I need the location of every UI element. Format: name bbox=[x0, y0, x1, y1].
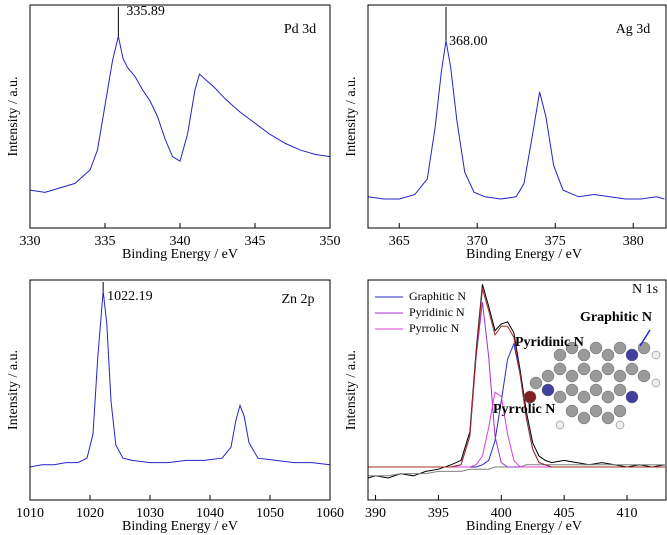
x-tick-label: 330 bbox=[20, 234, 41, 249]
series-line bbox=[368, 40, 665, 200]
x-tick-label: 395 bbox=[428, 506, 449, 521]
series-line bbox=[30, 290, 330, 468]
x-axis-label: Binding Energy / eV bbox=[466, 247, 582, 262]
x-tick-label: 390 bbox=[365, 506, 386, 521]
panel-title: N 1s bbox=[632, 282, 658, 297]
x-tick-label: 340 bbox=[170, 234, 191, 249]
legend-label: Pyridinic N bbox=[409, 305, 465, 319]
x-tick-label: 400 bbox=[491, 506, 512, 521]
x-tick-label: 350 bbox=[320, 234, 341, 249]
legend-label: Graphitic N bbox=[409, 289, 466, 303]
y-axis-label: Intensity / a.u. bbox=[344, 350, 359, 430]
y-axis-label: Intensity / a.u. bbox=[6, 350, 21, 430]
x-tick-label: 345 bbox=[245, 234, 266, 249]
series-line bbox=[368, 284, 665, 479]
y-axis-label: Intensity / a.u. bbox=[344, 76, 359, 156]
molecule bbox=[523, 341, 661, 430]
x-axis-label: Binding Energy / eV bbox=[122, 519, 238, 534]
x-tick-label: 375 bbox=[545, 234, 566, 249]
x-tick-label: 1050 bbox=[256, 506, 284, 521]
plot-frame bbox=[367, 279, 667, 501]
panel-title: Ag 3d bbox=[616, 22, 651, 37]
x-tick-label: 365 bbox=[389, 234, 410, 249]
panel-title: Pd 3d bbox=[284, 22, 316, 37]
x-tick-label: 410 bbox=[617, 506, 638, 521]
peak-label: 368.00 bbox=[449, 34, 488, 49]
x-tick-label: 1060 bbox=[316, 506, 344, 521]
series-line bbox=[30, 36, 330, 193]
y-axis-label: Intensity / a.u. bbox=[6, 76, 21, 156]
annotation: Pyridinic N bbox=[515, 335, 584, 350]
x-tick-label: 380 bbox=[623, 234, 644, 249]
plot-frame bbox=[29, 279, 331, 501]
annotation: Graphitic N bbox=[580, 310, 652, 325]
series-line bbox=[368, 464, 665, 477]
x-tick-label: 1030 bbox=[136, 506, 164, 521]
x-tick-label: 1020 bbox=[76, 506, 104, 521]
x-tick-label: 1010 bbox=[16, 506, 44, 521]
panel-title: Zn 2p bbox=[281, 292, 314, 307]
x-axis-label: Binding Energy / eV bbox=[466, 519, 582, 534]
peak-label: 335.89 bbox=[126, 4, 165, 19]
legend-label: Pyrrolic N bbox=[409, 321, 460, 335]
series-line bbox=[368, 288, 665, 468]
arrow bbox=[639, 329, 651, 347]
x-axis-label: Binding Energy / eV bbox=[122, 247, 238, 262]
plot-frame bbox=[29, 4, 331, 229]
peak-label: 1022.19 bbox=[107, 289, 153, 304]
x-tick-label: 405 bbox=[554, 506, 575, 521]
plot-frame bbox=[367, 4, 667, 229]
x-tick-label: 1040 bbox=[196, 506, 224, 521]
x-tick-label: 370 bbox=[467, 234, 488, 249]
annotation: Pyrrolic N bbox=[493, 402, 555, 417]
x-tick-label: 335 bbox=[95, 234, 116, 249]
